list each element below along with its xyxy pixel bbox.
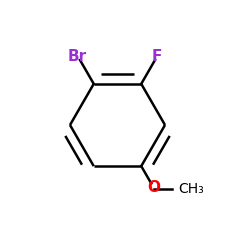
Text: O: O [147,180,160,195]
Text: CH₃: CH₃ [178,182,204,196]
Text: F: F [152,49,162,64]
Text: Br: Br [67,49,86,64]
